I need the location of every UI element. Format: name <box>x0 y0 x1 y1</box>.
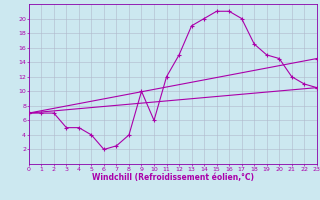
X-axis label: Windchill (Refroidissement éolien,°C): Windchill (Refroidissement éolien,°C) <box>92 173 254 182</box>
